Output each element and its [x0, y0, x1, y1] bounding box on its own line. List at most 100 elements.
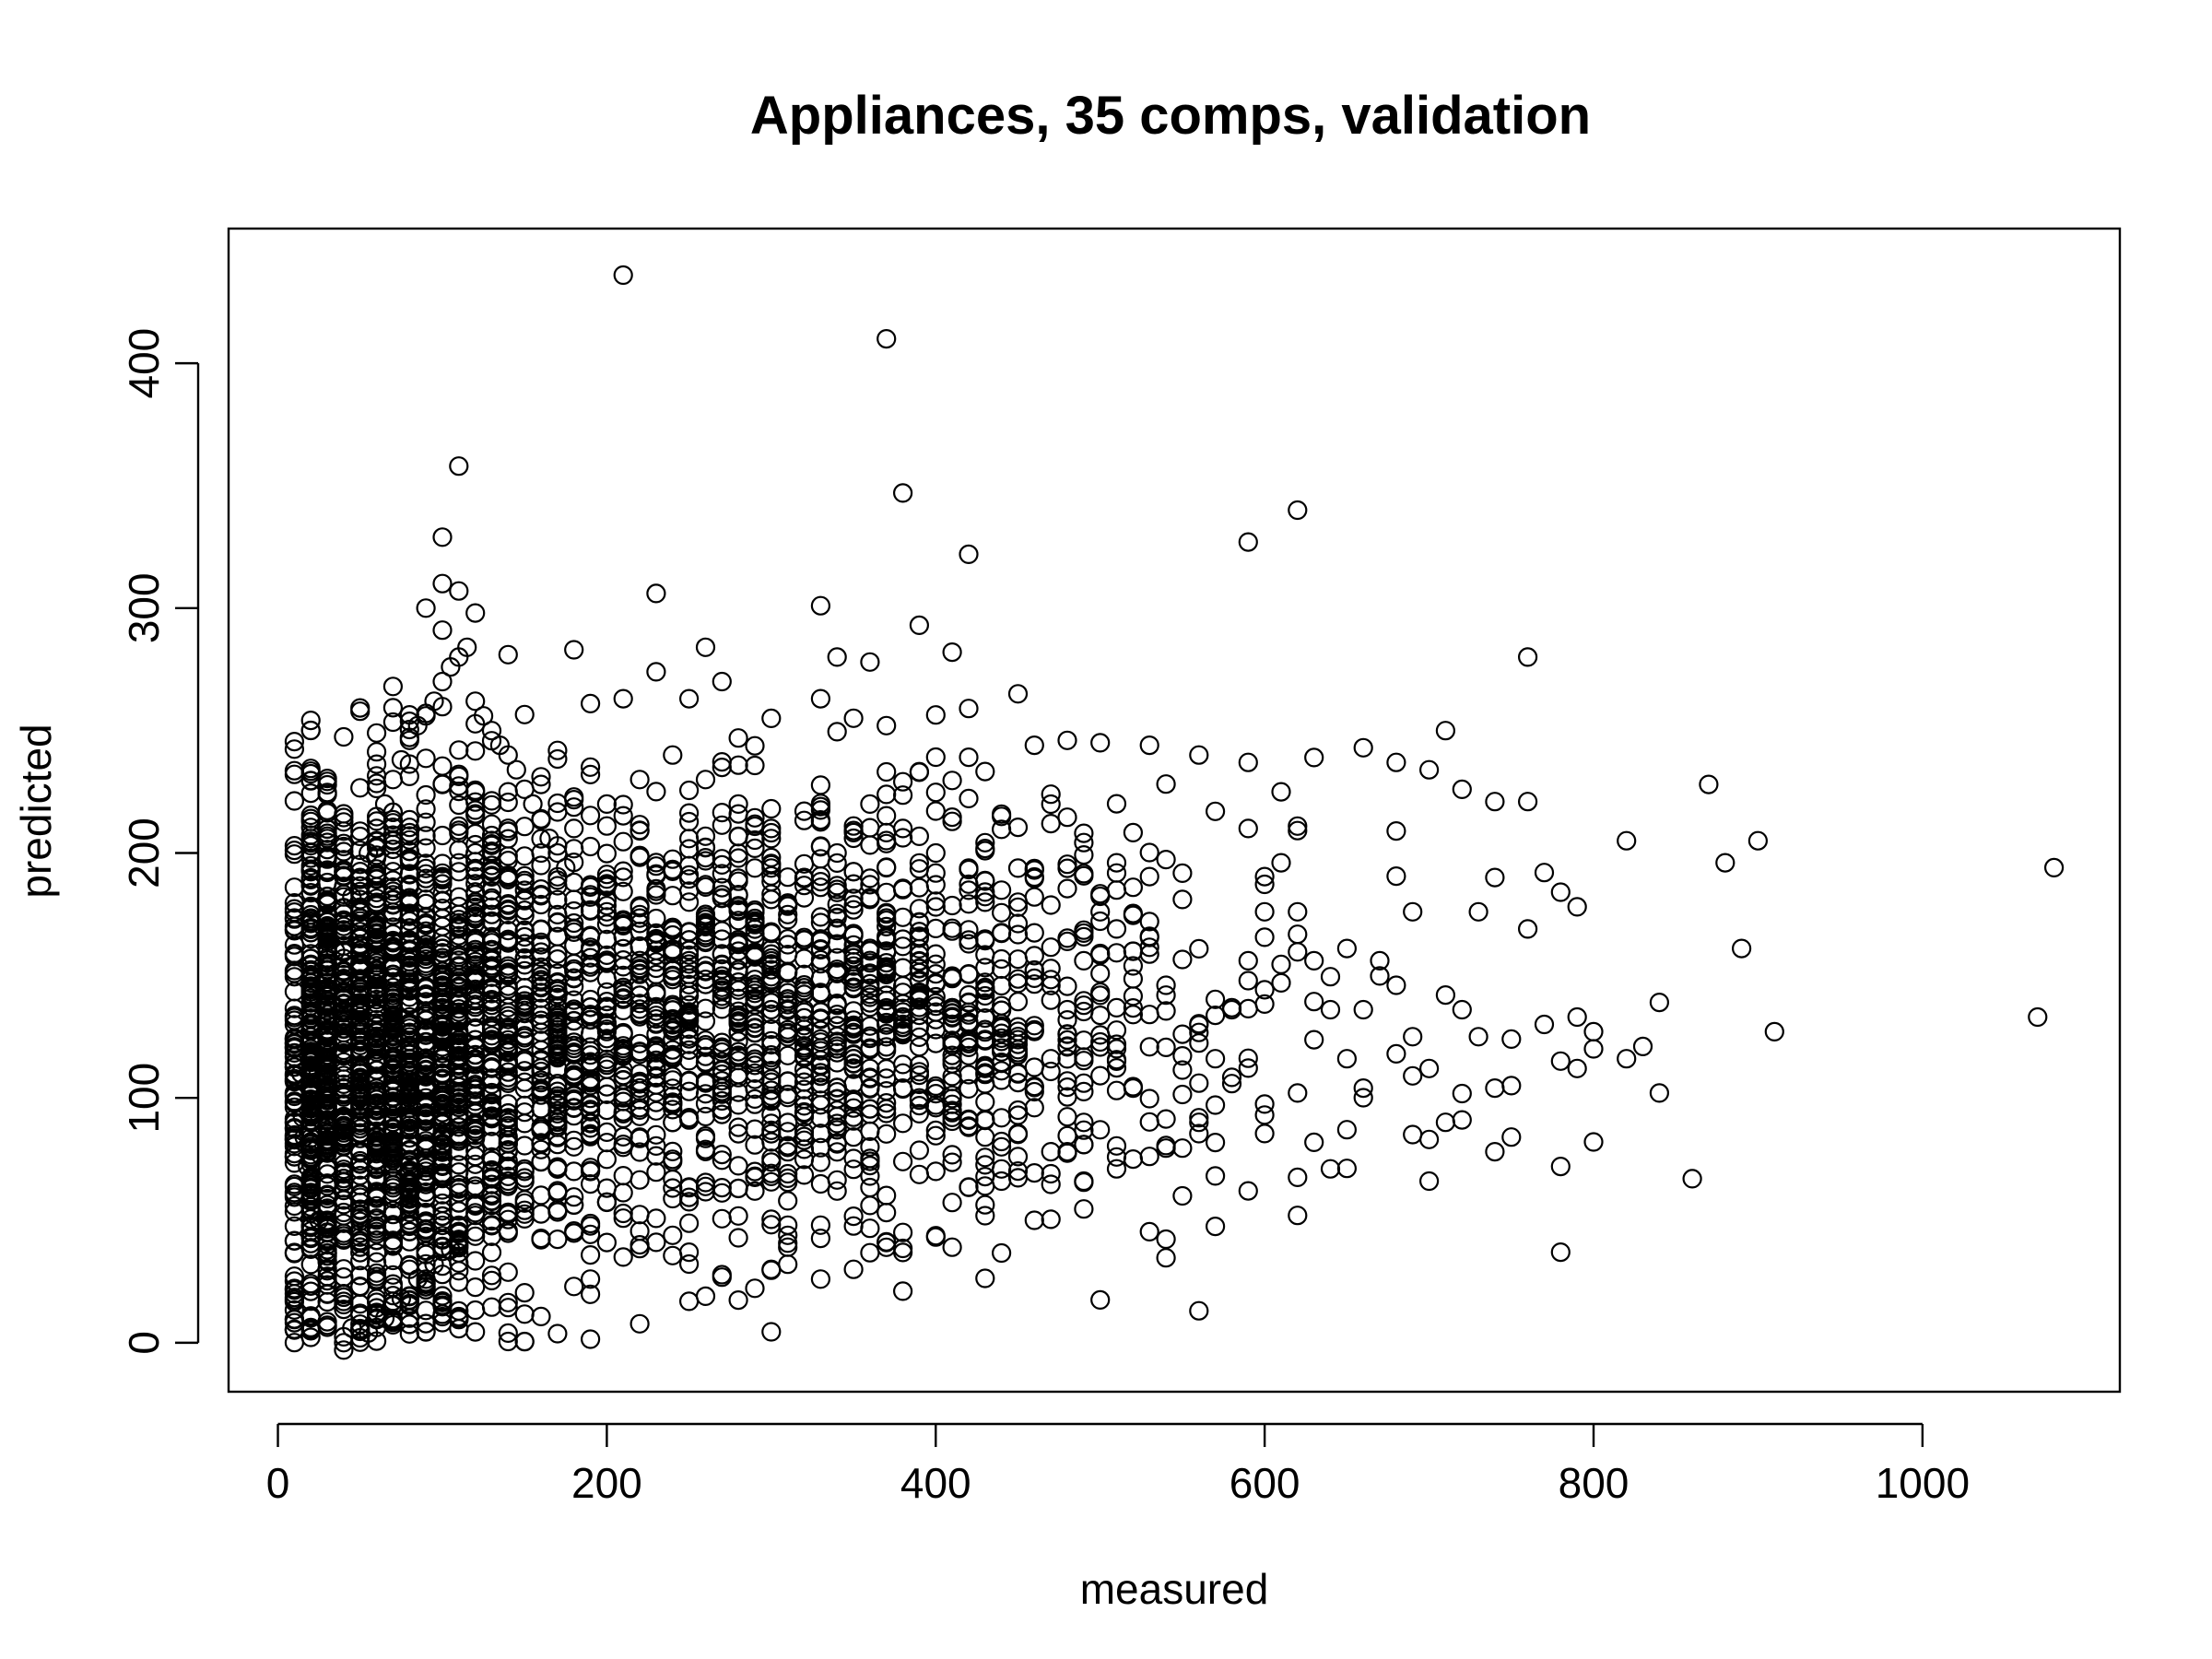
data-point [1288, 901, 1308, 922]
data-point [1041, 895, 1061, 915]
data-point [678, 829, 700, 849]
data-point [1090, 1065, 1111, 1086]
data-point [367, 818, 387, 839]
data-point [564, 912, 584, 934]
data-point [432, 1297, 453, 1317]
data-point [1288, 816, 1308, 836]
data-point [1501, 1029, 1522, 1050]
data-point [531, 1030, 551, 1051]
data-point [975, 892, 995, 912]
data-point [399, 841, 419, 862]
data-point [1304, 747, 1324, 768]
data-point [1403, 1065, 1423, 1086]
data-point [1435, 984, 1456, 1006]
data-point [382, 1037, 403, 1058]
data-point [580, 1160, 601, 1181]
data-point [843, 1148, 864, 1169]
data-point [1123, 905, 1144, 925]
data-point [465, 1176, 486, 1196]
data-point [531, 767, 551, 787]
data-point [925, 705, 946, 725]
data-point [391, 1288, 411, 1309]
data-point [1238, 1058, 1258, 1078]
data-point [1617, 1049, 1637, 1069]
data-point [449, 764, 469, 784]
data-point [810, 1008, 831, 1029]
x-tick-label: 1000 [1876, 1459, 1970, 1507]
data-point [334, 1159, 354, 1180]
data-point [761, 922, 782, 942]
data-point [432, 527, 453, 547]
x-axis: 0 200 400 600 800 1000 [266, 1422, 1970, 1507]
data-point [432, 774, 453, 794]
data-point [432, 869, 453, 890]
data-point [860, 1242, 880, 1263]
data-point [942, 806, 962, 828]
data-point [1238, 998, 1258, 1019]
data-point [580, 757, 601, 777]
data-point [1172, 1185, 1193, 1206]
data-point [399, 1111, 419, 1131]
data-point [728, 848, 748, 868]
data-point [309, 1210, 329, 1230]
plot-frame [227, 227, 2122, 1394]
data-point [892, 1077, 913, 1099]
data-point [646, 1162, 666, 1182]
data-point [300, 1185, 321, 1206]
data-point [712, 815, 732, 835]
data-point [959, 930, 979, 950]
data-point [1205, 989, 1226, 1009]
data-point [827, 1117, 847, 1137]
data-point [810, 907, 831, 927]
data-point [432, 1236, 453, 1257]
data-point [317, 818, 337, 840]
data-point [359, 1323, 379, 1343]
data-point [877, 857, 897, 878]
data-point [596, 816, 618, 836]
data-point [843, 828, 864, 849]
data-point [991, 975, 1012, 996]
data-point [794, 1126, 815, 1147]
data-point [1007, 992, 1029, 1012]
data-point [547, 748, 568, 770]
data-point [843, 924, 864, 944]
x-tick-label: 200 [571, 1459, 642, 1507]
data-point [663, 1178, 683, 1198]
data-point [663, 1169, 683, 1190]
data-point [712, 1144, 732, 1165]
data-point [531, 976, 551, 996]
data-point [712, 944, 732, 965]
data-point [1041, 784, 1061, 805]
data-point [1156, 1037, 1176, 1058]
data-point [382, 698, 403, 718]
data-point [374, 794, 395, 815]
data-point [514, 926, 535, 947]
data-point [284, 1333, 304, 1353]
data-point [580, 954, 601, 975]
data-point [810, 1152, 831, 1172]
data-point [1254, 980, 1275, 1000]
data-point [531, 829, 551, 849]
data-point [382, 851, 403, 872]
data-point [547, 1100, 568, 1121]
data-point [1189, 938, 1209, 959]
data-point [728, 1289, 748, 1311]
data-point [991, 1159, 1012, 1179]
data-point [407, 1269, 428, 1289]
data-point [1024, 946, 1044, 966]
data-point [1123, 1005, 1144, 1025]
data-point [745, 858, 765, 878]
data-point [564, 889, 584, 910]
data-point [1024, 887, 1044, 907]
data-point [580, 1269, 601, 1289]
data-point [317, 849, 337, 869]
data-point [1205, 1049, 1226, 1069]
data-point [300, 1027, 321, 1047]
data-point [481, 794, 502, 815]
data-point [514, 905, 535, 926]
data-point [778, 1071, 798, 1091]
data-point [778, 1112, 798, 1133]
data-point [975, 887, 995, 907]
data-point [596, 1084, 618, 1104]
data-point [1682, 1169, 1702, 1189]
